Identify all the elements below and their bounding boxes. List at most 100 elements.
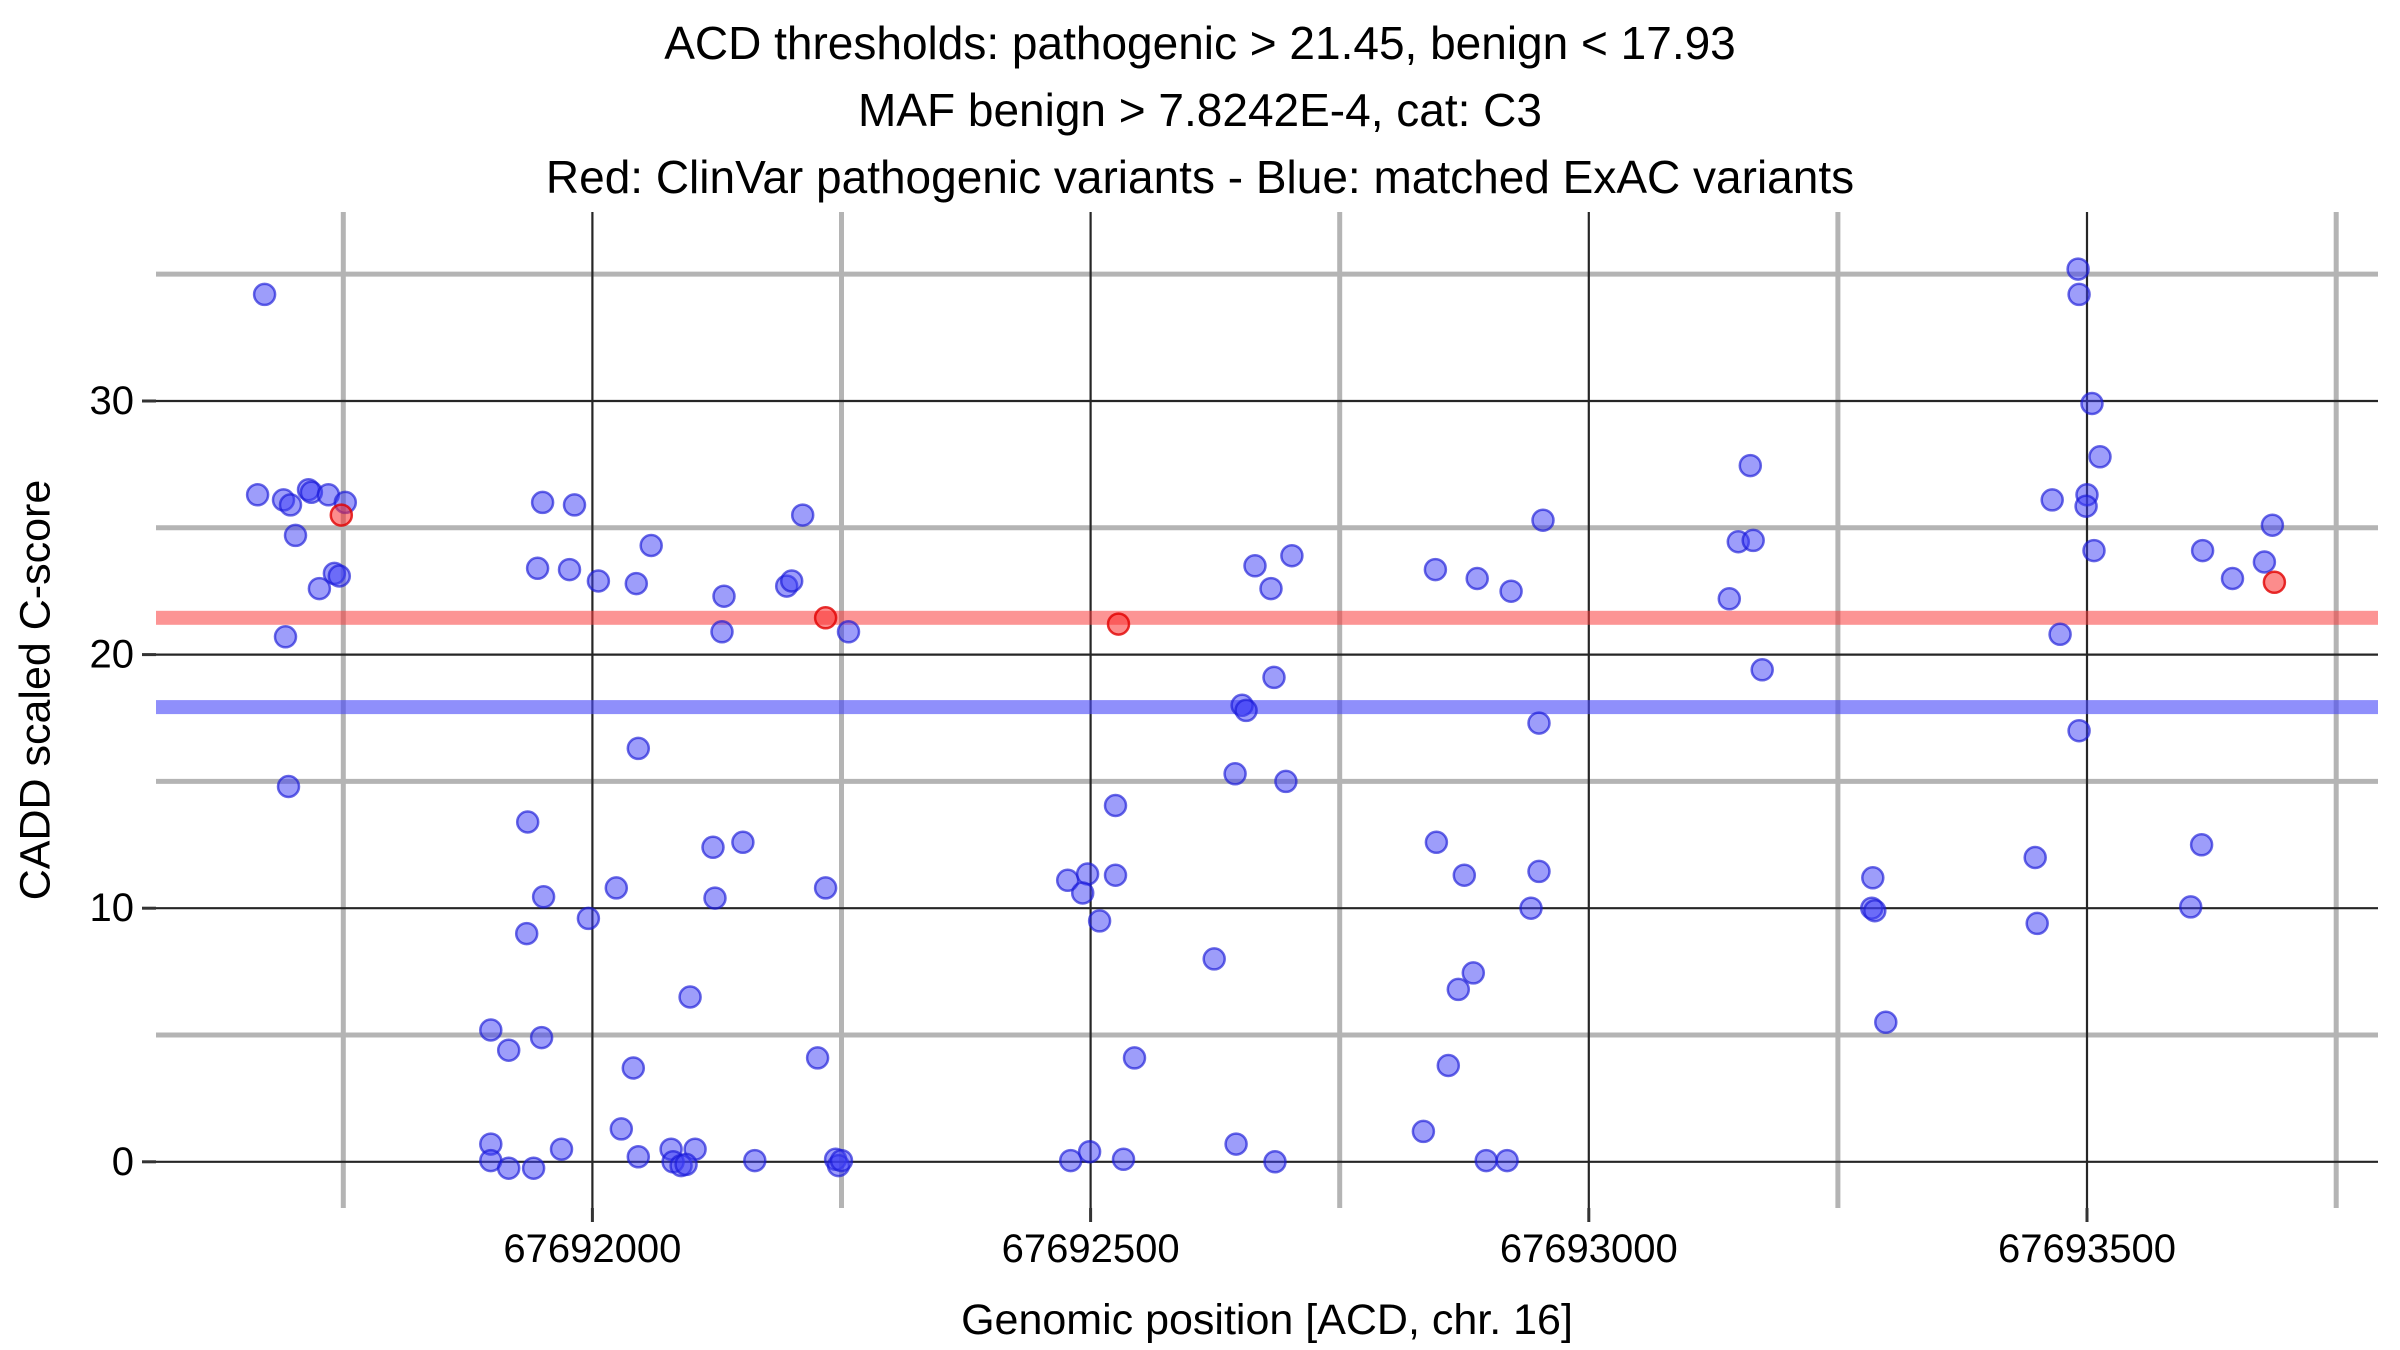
data-point-exac xyxy=(496,1156,521,1180)
data-point-exac xyxy=(1452,863,1477,887)
data-point-exac xyxy=(1874,1010,1898,1035)
data-point-exac xyxy=(836,620,861,644)
data-point-exac xyxy=(2178,895,2203,919)
data-point-exac xyxy=(1075,862,1100,886)
data-point-exac xyxy=(1446,977,1471,1002)
data-point-exac xyxy=(2048,622,2072,647)
data-point-exac xyxy=(639,533,663,558)
data-point-exac xyxy=(252,282,277,307)
data-point-exac xyxy=(626,736,651,761)
data-point-exac xyxy=(624,571,649,596)
data-point-exac xyxy=(1087,909,1112,933)
x-tick-label: 67692000 xyxy=(503,1227,681,1271)
data-point-exac xyxy=(1750,658,1774,682)
data-point-exac xyxy=(1424,830,1449,855)
data-point-exac xyxy=(1103,793,1128,818)
data-point-exac xyxy=(710,620,734,644)
data-point-clinvar xyxy=(329,503,354,527)
y-axis-title: CADD scaled C-score xyxy=(11,479,60,901)
data-point-exac xyxy=(2074,494,2098,518)
data-point-exac xyxy=(1531,508,1555,532)
data-point-clinvar xyxy=(1106,612,1131,636)
data-point-exac xyxy=(1495,1148,1519,1173)
data-point-exac xyxy=(743,1148,767,1173)
data-point-exac xyxy=(496,1038,521,1062)
data-point-exac xyxy=(1223,762,1247,786)
data-point-exac xyxy=(779,569,804,593)
data-point-exac xyxy=(1741,528,1765,553)
data-point-exac xyxy=(245,483,270,507)
data-point-exac xyxy=(586,569,611,593)
data-point-exac xyxy=(2067,282,2091,307)
data-point-exac xyxy=(2082,538,2106,563)
data-point-exac xyxy=(829,1148,854,1173)
data-point-exac xyxy=(1436,1053,1461,1078)
data-point-exac xyxy=(1202,947,1226,971)
pathogenic-threshold-band xyxy=(156,610,2378,625)
data-point-exac xyxy=(1243,554,1267,578)
data-point-exac xyxy=(283,523,308,548)
x-tick-label: 67693500 xyxy=(1998,1227,2176,1271)
data-point-exac xyxy=(273,625,298,649)
chart-title-line1: ACD thresholds: pathogenic > 21.45, beni… xyxy=(664,17,1736,69)
data-point-exac xyxy=(2260,513,2285,537)
data-point-exac xyxy=(712,584,736,608)
data-point-exac xyxy=(1070,881,1095,905)
data-point-exac xyxy=(515,810,540,834)
data-point-exac xyxy=(604,876,629,900)
data-point-exac xyxy=(2025,911,2049,936)
data-point-exac xyxy=(1280,543,1304,568)
data-point-exac xyxy=(805,1046,830,1070)
data-point-exac xyxy=(701,835,725,860)
data-point-exac xyxy=(2088,445,2112,469)
data-point-exac xyxy=(278,493,303,517)
data-point-exac xyxy=(2252,550,2277,574)
data-point-exac xyxy=(678,985,702,1009)
data-point-clinvar xyxy=(2262,570,2287,595)
data-point-exac xyxy=(531,885,556,909)
data-point-exac xyxy=(2189,833,2214,857)
data-point-exac xyxy=(2066,257,2090,281)
chart-title-line3: Red: ClinVar pathogenic variants - Blue:… xyxy=(545,151,1855,203)
data-point-exac xyxy=(621,1056,646,1080)
data-point-exac xyxy=(276,774,301,799)
data-point-exac xyxy=(2190,538,2215,563)
data-point-exac xyxy=(674,1152,698,1177)
data-point-exac xyxy=(1077,1139,1102,1164)
data-point-clinvar xyxy=(813,606,838,630)
x-tick-label: 67693000 xyxy=(1500,1227,1678,1271)
data-point-exac xyxy=(1738,453,1763,478)
data-point-exac xyxy=(1717,587,1742,611)
data-point-exac xyxy=(1262,665,1286,690)
data-point-exac xyxy=(530,490,555,515)
data-point-exac xyxy=(1411,1119,1436,1144)
data-point-exac xyxy=(1461,961,1486,985)
x-tick-label: 67692500 xyxy=(1002,1227,1180,1271)
data-point-exac xyxy=(557,557,582,582)
x-axis-title: Genomic position [ACD, chr. 16] xyxy=(961,1296,1573,1344)
data-point-exac xyxy=(609,1117,634,1141)
data-point-exac xyxy=(2220,566,2245,591)
data-point-exac xyxy=(703,886,727,910)
data-point-exac xyxy=(514,921,539,946)
chart-title-line2: MAF benign > 7.8242E-4, cat: C3 xyxy=(857,84,1542,136)
data-point-exac xyxy=(479,1018,503,1042)
data-point-exac xyxy=(790,503,815,527)
data-point-exac xyxy=(813,876,838,900)
data-point-exac xyxy=(2023,845,2047,870)
y-tick-label: 30 xyxy=(90,379,135,423)
data-point-exac xyxy=(1527,859,1551,884)
data-point-exac xyxy=(2040,488,2064,512)
data-point-exac xyxy=(1224,1132,1248,1156)
data-point-exac xyxy=(1474,1148,1498,1173)
data-point-exac xyxy=(626,1145,651,1169)
data-point-exac xyxy=(2067,718,2091,743)
data-point-exac xyxy=(1263,1150,1287,1174)
data-point-exac xyxy=(731,830,755,855)
data-point-exac xyxy=(549,1137,574,1161)
data-point-exac xyxy=(576,906,601,931)
chart-title: ACD thresholds: pathogenic > 21.45, beni… xyxy=(0,10,2400,211)
